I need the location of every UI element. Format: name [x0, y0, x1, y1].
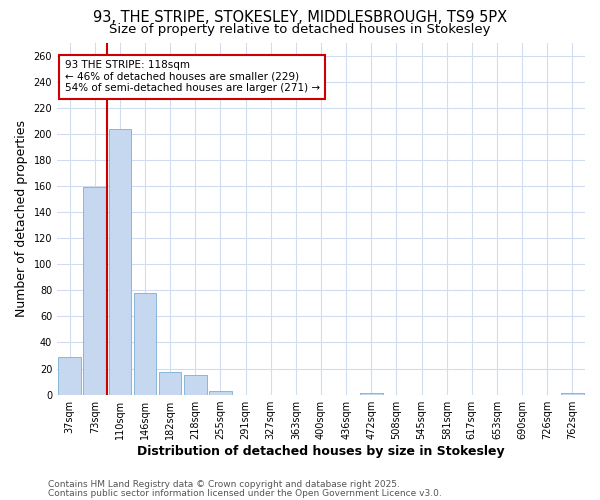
Text: Contains HM Land Registry data © Crown copyright and database right 2025.: Contains HM Land Registry data © Crown c…: [48, 480, 400, 489]
Bar: [134, 293, 157, 394]
Text: Contains public sector information licensed under the Open Government Licence v3: Contains public sector information licen…: [48, 488, 442, 498]
Text: 93, THE STRIPE, STOKESLEY, MIDDLESBROUGH, TS9 5PX: 93, THE STRIPE, STOKESLEY, MIDDLESBROUGH…: [93, 10, 507, 25]
Bar: [159, 372, 181, 394]
Y-axis label: Number of detached properties: Number of detached properties: [15, 120, 28, 317]
Bar: [58, 357, 81, 395]
Text: 93 THE STRIPE: 118sqm
← 46% of detached houses are smaller (229)
54% of semi-det: 93 THE STRIPE: 118sqm ← 46% of detached …: [65, 60, 320, 94]
Bar: [109, 128, 131, 394]
X-axis label: Distribution of detached houses by size in Stokesley: Distribution of detached houses by size …: [137, 444, 505, 458]
Bar: [184, 375, 206, 394]
Text: Size of property relative to detached houses in Stokesley: Size of property relative to detached ho…: [109, 22, 491, 36]
Bar: [209, 390, 232, 394]
Bar: [83, 187, 106, 394]
